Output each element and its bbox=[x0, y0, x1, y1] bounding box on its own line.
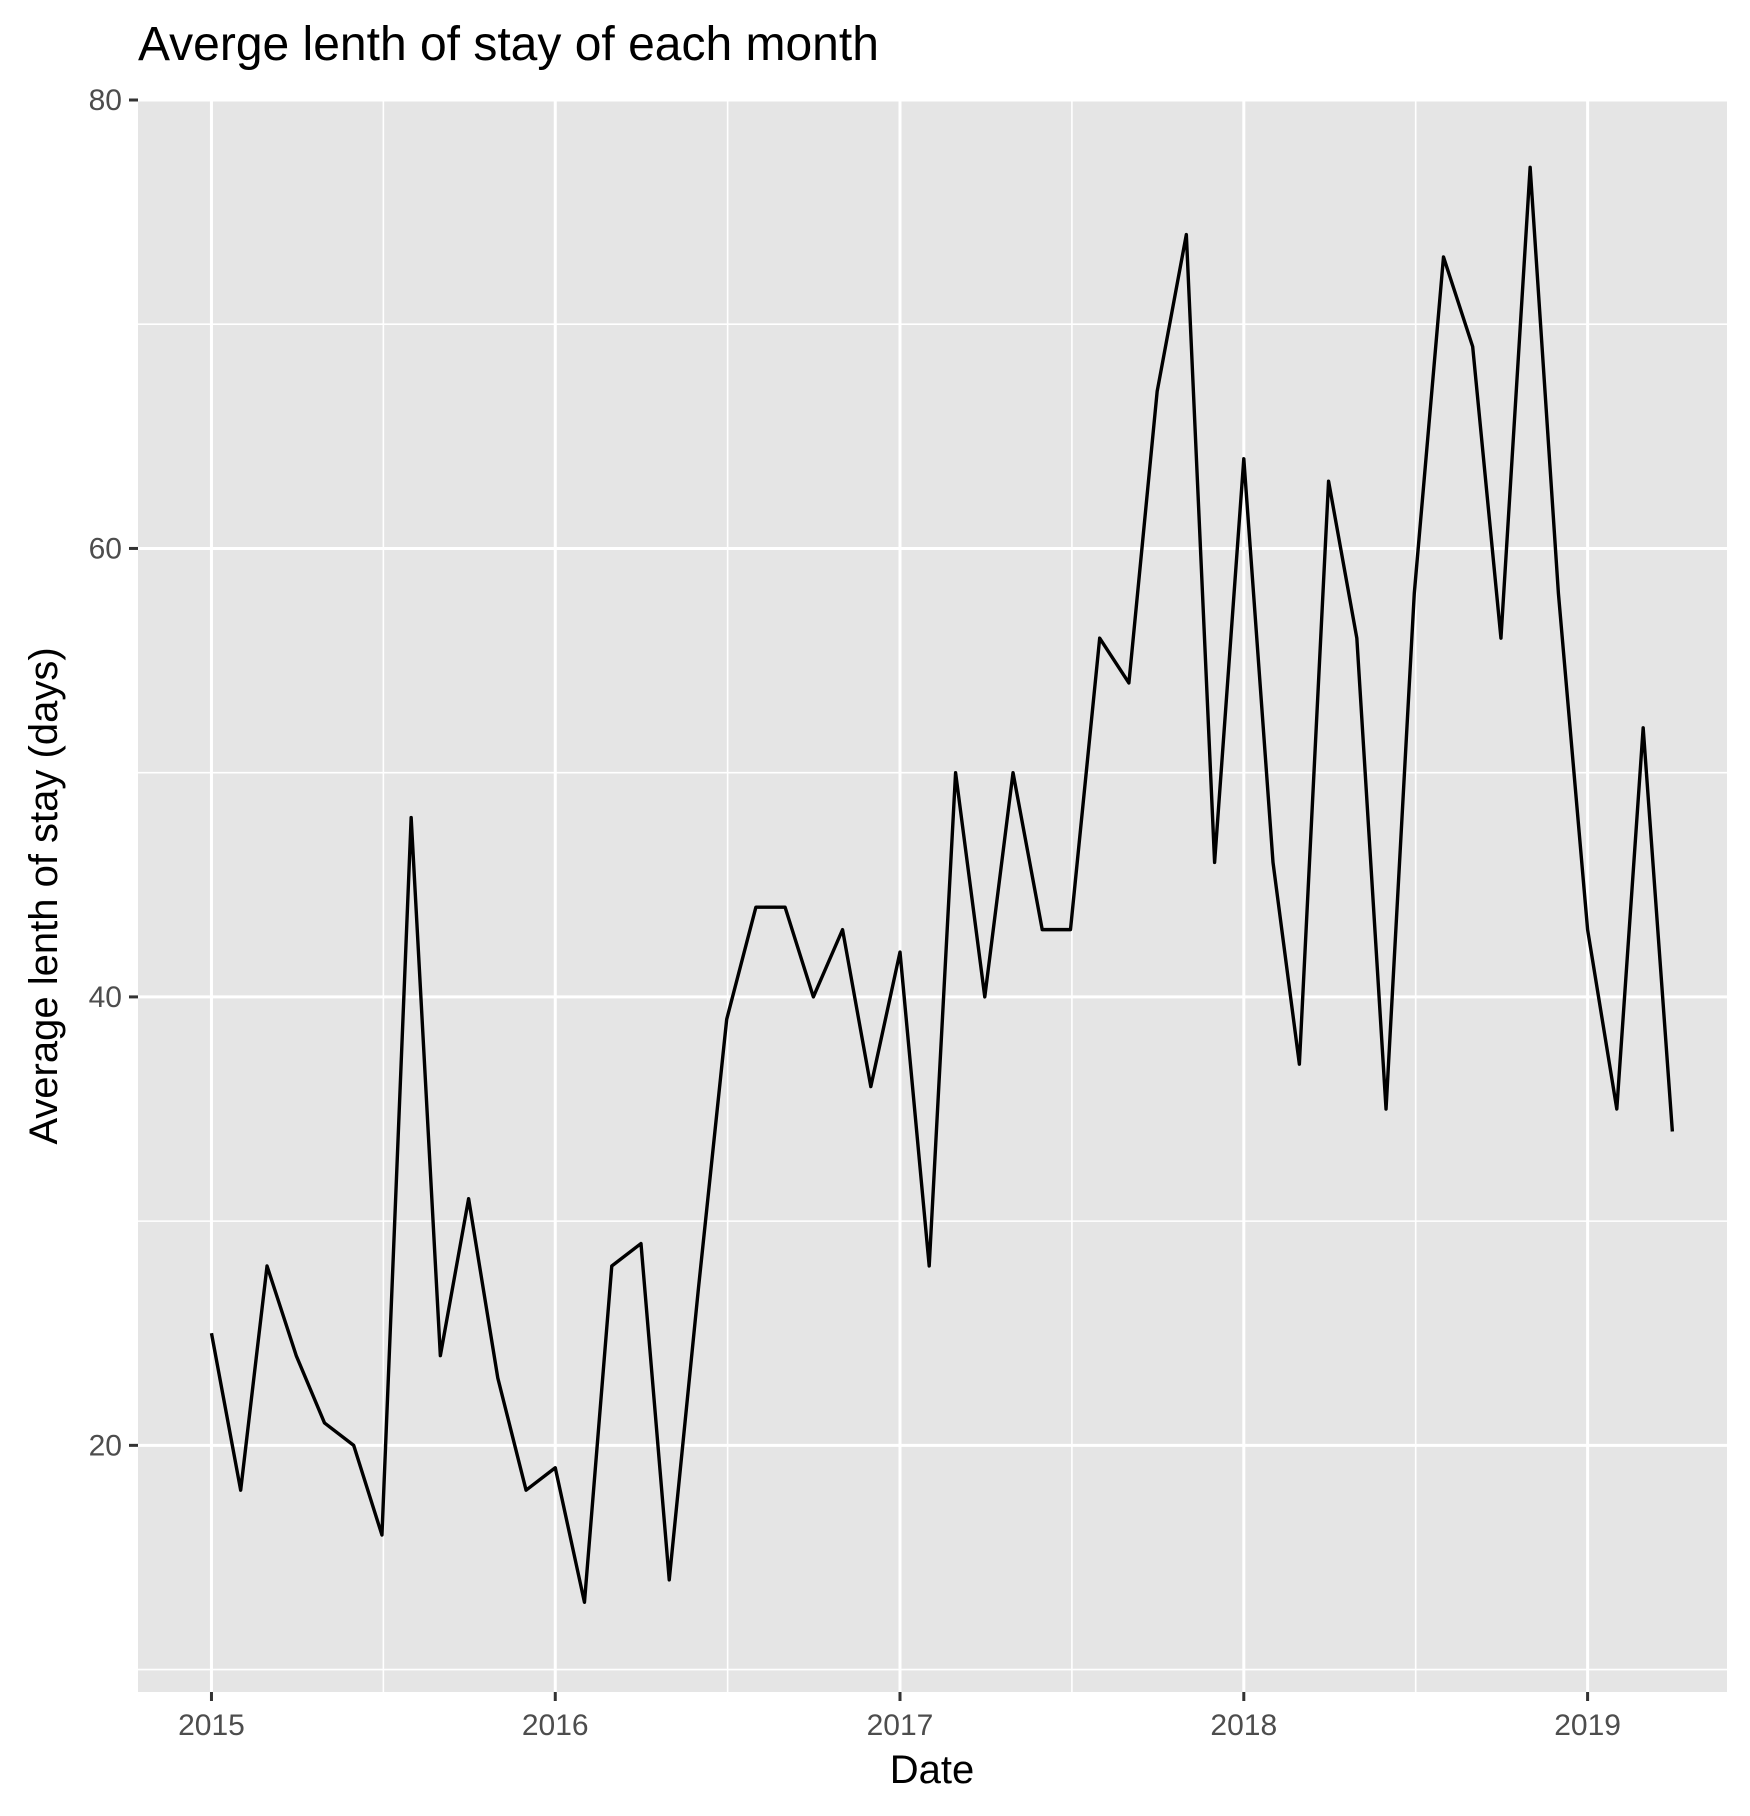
y-axis: 20 40 60 80 bbox=[89, 84, 138, 1462]
y-tick-label: 80 bbox=[89, 84, 122, 117]
y-axis-title: Average lenth of stay (days) bbox=[22, 647, 66, 1144]
y-tick-label: 60 bbox=[89, 532, 122, 565]
x-tick-label: 2015 bbox=[178, 1709, 245, 1742]
y-tick-label: 40 bbox=[89, 981, 122, 1014]
chart-title: Averge lenth of stay of each month bbox=[138, 18, 879, 71]
x-tick-label: 2018 bbox=[1210, 1709, 1277, 1742]
y-tick-label: 20 bbox=[89, 1429, 122, 1462]
x-tick-label: 2016 bbox=[522, 1709, 589, 1742]
x-tick-label: 2017 bbox=[867, 1709, 934, 1742]
series-layer bbox=[209, 165, 1675, 1605]
major-gridlines bbox=[138, 98, 1727, 1692]
x-axis: 2015 2016 2017 2018 2019 bbox=[178, 1692, 1621, 1742]
plot-panel bbox=[138, 100, 1727, 1692]
series-line bbox=[209, 165, 1675, 1605]
x-tick-label: 2019 bbox=[1554, 1709, 1621, 1742]
x-axis-title: Date bbox=[890, 1748, 975, 1792]
